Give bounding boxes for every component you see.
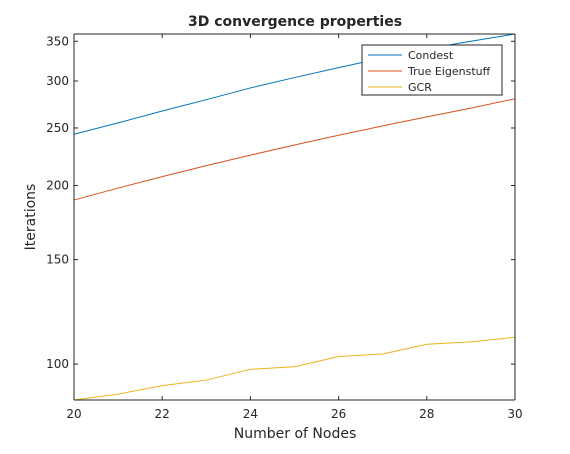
x-axis-label: Number of Nodes — [234, 426, 356, 442]
legend-label: GCR — [408, 81, 432, 94]
y-tick-label: 150 — [46, 253, 69, 267]
y-tick-label: 350 — [46, 34, 69, 48]
x-tick-label: 28 — [419, 407, 434, 421]
y-axis-label: Iterations — [23, 184, 39, 251]
y-tick-label: 100 — [46, 357, 69, 371]
y-tick-label: 200 — [46, 178, 69, 192]
y-tick-label: 250 — [46, 121, 69, 135]
legend-label: True Eigenstuff — [407, 65, 491, 78]
legend: Condest True Eigenstuff GCR — [362, 45, 502, 95]
legend-label: Condest — [408, 49, 454, 62]
chart-title: 3D convergence properties — [188, 14, 402, 30]
x-tick-label: 26 — [331, 407, 346, 421]
x-tick-label: 24 — [243, 407, 258, 421]
x-tick-label: 22 — [155, 407, 170, 421]
x-tick-label: 20 — [66, 407, 81, 421]
y-tick-label: 300 — [46, 74, 69, 88]
x-tick-label: 30 — [507, 407, 522, 421]
